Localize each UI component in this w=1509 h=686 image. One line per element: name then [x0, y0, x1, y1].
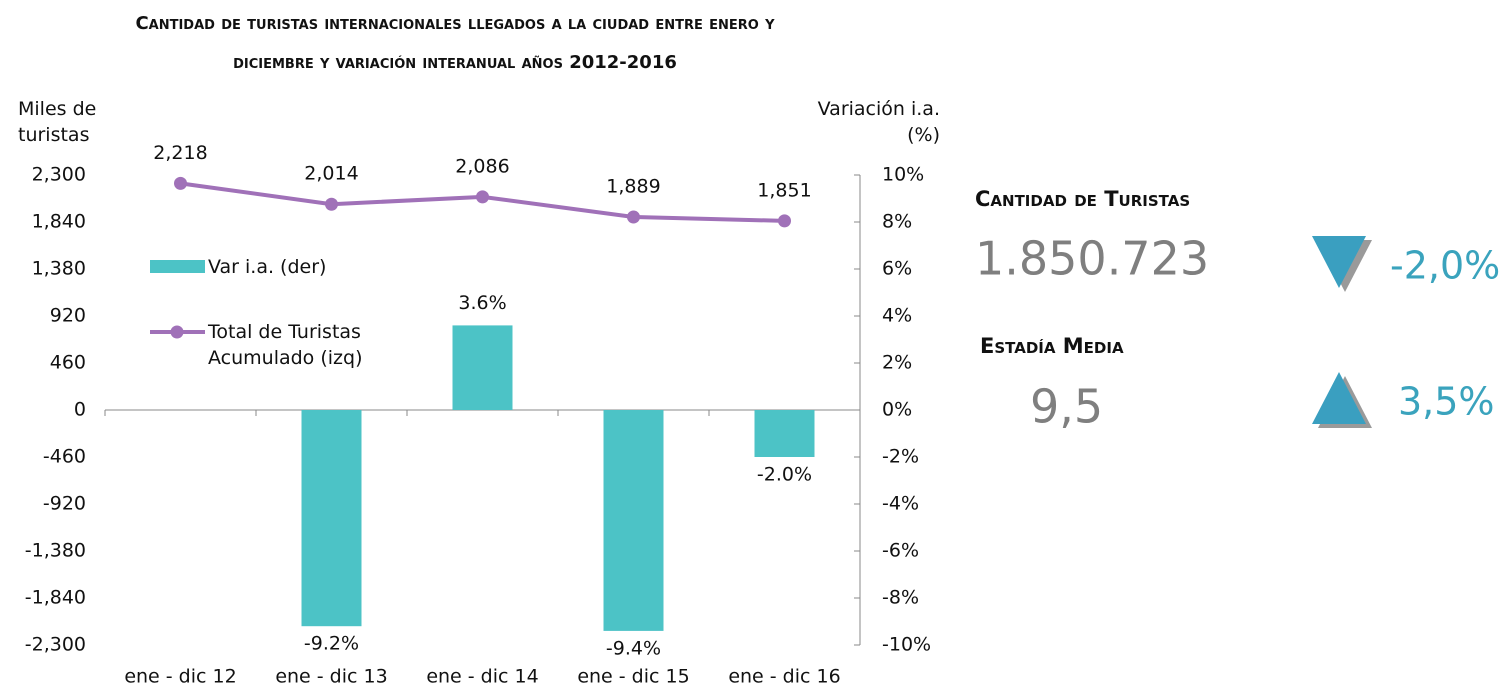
bar — [452, 325, 513, 410]
y-tick-label: -1,380 — [25, 540, 86, 562]
bar — [603, 410, 664, 631]
point — [627, 210, 640, 224]
y2-tick-label: 0% — [882, 399, 912, 421]
data-label: 2,014 — [304, 163, 358, 185]
y-tick-label: 1,840 — [32, 211, 86, 233]
kpi-value: 9,5 — [1030, 380, 1103, 434]
y-tick-label: -920 — [43, 493, 86, 515]
data-label: 1,889 — [606, 175, 660, 197]
data-label: 1,851 — [757, 179, 811, 201]
y-tick-label: 920 — [50, 305, 86, 327]
legend-swatch — [150, 260, 205, 273]
y-tick-label: 0 — [74, 399, 86, 421]
y-tick-label: -460 — [43, 446, 86, 468]
y-tick-label: -1,840 — [25, 587, 86, 609]
point — [778, 214, 791, 228]
legend-label: Var i.a. (der) — [208, 256, 327, 278]
y2-tick-label: 4% — [882, 305, 912, 327]
x-tick-label: ene - dic 16 — [728, 666, 840, 686]
data-label: -2.0% — [757, 464, 812, 486]
x-tick-label: ene - dic 15 — [577, 666, 689, 686]
y-tick-label: 1,380 — [32, 258, 86, 280]
x-tick-label: ene - dic 12 — [124, 666, 236, 686]
point — [325, 197, 338, 211]
chart-title: Cantidad de turistas internacionales lle… — [135, 13, 775, 73]
x-tick-label: ene - dic 13 — [275, 666, 387, 686]
data-label: -9.2% — [304, 633, 359, 655]
kpi-label: Cantidad de Turistas — [975, 187, 1190, 211]
y2-tick-label: 2% — [882, 352, 912, 374]
y-tick-label: 460 — [50, 352, 86, 374]
y2-tick-label: -4% — [882, 493, 919, 515]
y2-tick-label: 8% — [882, 211, 912, 233]
data-label: 3.6% — [458, 292, 506, 314]
data-label: -9.4% — [606, 637, 661, 659]
trend-arrow — [1312, 236, 1366, 288]
y2-tick-label: 10% — [882, 164, 924, 186]
y2-tick-label: -8% — [882, 587, 919, 609]
legend-swatch — [170, 325, 184, 339]
kpi-value: 1.850.723 — [975, 232, 1209, 286]
kpi-change: 3,5% — [1398, 380, 1495, 424]
data-label: 2,218 — [153, 142, 207, 164]
y2-axis-label: Variación i.a. (%) — [817, 98, 940, 146]
kpi-change: -2,0% — [1390, 244, 1500, 288]
point — [476, 190, 489, 204]
point — [174, 176, 187, 190]
bar — [754, 410, 815, 457]
bar — [301, 410, 362, 627]
y-tick-label: -2,300 — [25, 634, 86, 656]
x-tick-label: ene - dic 14 — [426, 666, 538, 686]
y-axis-label: Miles de turistas — [18, 98, 97, 146]
kpi-label: Estadía Media — [980, 334, 1124, 358]
y2-tick-label: -2% — [882, 446, 919, 468]
trend-arrow — [1312, 372, 1366, 424]
y2-tick-label: 6% — [882, 258, 912, 280]
y2-tick-label: -10% — [882, 634, 931, 656]
data-label: 2,086 — [455, 155, 509, 177]
y2-tick-label: -6% — [882, 540, 919, 562]
legend-label: Total de Turistas Acumulado (izq) — [208, 321, 363, 369]
y-tick-label: 2,300 — [32, 164, 86, 186]
